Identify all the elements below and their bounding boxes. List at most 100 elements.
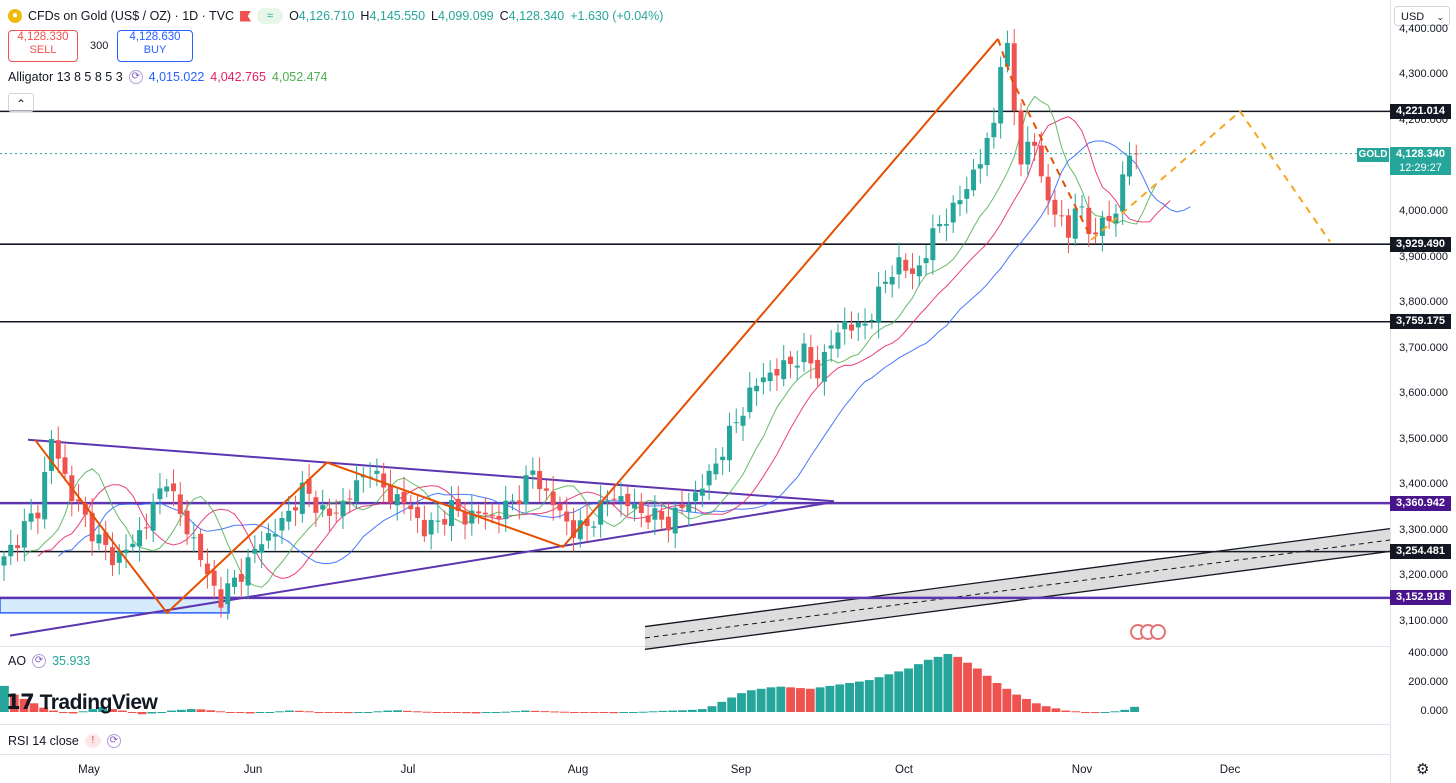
time-axis-label: Aug	[567, 764, 589, 776]
ao-label[interactable]: AO	[8, 654, 27, 668]
candle-body	[523, 475, 529, 505]
candle-body	[496, 515, 502, 519]
ao-bar	[19, 698, 29, 712]
level-price-tag: 3,152.918	[1390, 590, 1451, 606]
candle-body	[950, 202, 956, 223]
candle-body	[326, 508, 332, 516]
candle-body	[435, 520, 441, 522]
wave-badge-icon[interactable]: ≈	[257, 8, 284, 24]
level-price-tag: 4,221.014	[1390, 103, 1451, 119]
ao-bar	[904, 668, 913, 712]
candle-body	[923, 258, 929, 264]
candle-body	[1106, 215, 1112, 222]
ao-bar	[1090, 712, 1100, 713]
ao-bar	[49, 710, 58, 712]
triangle-upper-line[interactable]	[27, 438, 835, 503]
currency-select[interactable]: USD ⌄	[1394, 6, 1450, 26]
ao-bar	[707, 706, 717, 712]
channel-upper-line[interactable]	[644, 527, 1391, 628]
candle-body	[672, 507, 678, 534]
ao-bar	[1041, 706, 1051, 712]
gold-symbol-tag: GOLD	[1357, 148, 1389, 162]
ao-bar	[1071, 711, 1081, 713]
triangle-pattern[interactable]	[9, 438, 835, 637]
rsi-legend[interactable]: RSI 14 close ! ⟳	[8, 734, 121, 748]
ao-bar	[235, 712, 245, 713]
ao-bar	[196, 709, 206, 712]
price-axis-label: 3,600.000	[1399, 387, 1448, 400]
rsi-label[interactable]: RSI 14 close	[8, 734, 79, 748]
candle-body	[103, 532, 109, 545]
ao-bar	[1110, 711, 1120, 713]
ao-bar	[520, 710, 530, 712]
candle-body	[15, 545, 21, 549]
ao-bar	[1051, 708, 1061, 712]
ohlc-high: H4,145.550	[360, 9, 426, 23]
candle-body	[157, 488, 163, 500]
price-axis-label: 3,200.000	[1399, 569, 1448, 582]
buy-button[interactable]: 4,128.630 BUY	[117, 30, 193, 62]
ao-bar	[58, 712, 68, 713]
candle-body	[1052, 199, 1058, 215]
loading-icon: ⟳	[128, 70, 143, 84]
ao-bar	[216, 711, 226, 713]
ao-value: 35.933	[52, 654, 91, 668]
candle-body	[1086, 207, 1092, 234]
ao-bar	[540, 711, 550, 713]
candle-body	[191, 537, 197, 539]
candle-body	[998, 67, 1004, 124]
flag-icon[interactable]	[240, 10, 252, 22]
candle-body	[259, 544, 265, 553]
candle-body	[930, 228, 936, 261]
level-price-tag: 3,360.942	[1390, 495, 1451, 511]
ohlc-close: C4,128.340	[499, 9, 565, 23]
ao-bar	[1061, 710, 1071, 712]
ao-bar	[805, 688, 815, 712]
ao-bar	[481, 712, 491, 713]
candle-body	[625, 493, 631, 507]
zigzag-drawing[interactable]	[34, 38, 1331, 615]
candle-body	[842, 321, 848, 330]
settings-gear-icon[interactable]: ⚙	[1416, 761, 1430, 778]
warning-icon[interactable]: !	[84, 734, 101, 748]
zigzag-dashed-line[interactable]	[997, 38, 1093, 240]
candle-body	[232, 577, 238, 587]
candle-body	[747, 387, 753, 413]
sell-button[interactable]: 4,128.330 SELL	[8, 30, 78, 62]
symbol-title[interactable]: CFDs on Gold (US$ / OZ) · 1D · TVC	[28, 9, 235, 23]
candle-body	[571, 520, 577, 538]
us-flag-icon[interactable]	[1150, 624, 1166, 640]
candle-body	[679, 504, 685, 509]
alligator-jaw-line	[57, 140, 1191, 564]
ao-legend[interactable]: AO ⟳ 35.933	[8, 654, 90, 668]
candle-body	[489, 514, 495, 517]
alligator-label[interactable]: Alligator 13 8 5 8 5 3	[8, 70, 123, 84]
candle-body	[415, 507, 421, 519]
projection-dashed-line[interactable]	[1091, 109, 1331, 243]
triangle-lower-line[interactable]	[9, 501, 831, 637]
channel-lower-line[interactable]	[644, 550, 1391, 650]
zigzag-line[interactable]	[34, 38, 999, 615]
candle-body	[354, 480, 360, 502]
ao-bar	[913, 664, 923, 712]
time-axis-label: Nov	[1071, 764, 1093, 776]
alligator-teeth-value: 4,042.765	[210, 70, 266, 84]
tradingview-logo[interactable]: 𝟭𝟳 TradingView	[6, 691, 158, 714]
event-markers[interactable]	[1130, 624, 1166, 640]
ao-bar	[245, 712, 255, 714]
collapse-legend-button[interactable]: ⌃	[8, 93, 34, 112]
candle-body	[143, 527, 149, 529]
ao-bar	[0, 685, 9, 712]
level-price-tag: 3,759.175	[1390, 314, 1451, 330]
horizontal-levels[interactable]	[0, 110, 1390, 600]
ao-bar	[963, 662, 972, 712]
symbol-legend[interactable]: ● CFDs on Gold (US$ / OZ) · 1D · TVC ≈ O…	[8, 8, 663, 24]
candle-body	[767, 372, 773, 382]
level-price-tag: 3,254.481	[1390, 544, 1451, 560]
time-axis-label: Jul	[400, 764, 416, 776]
ascending-channel[interactable]	[644, 527, 1391, 650]
alligator-legend[interactable]: Alligator 13 8 5 8 5 3 ⟳ 4,015.022 4,042…	[8, 70, 328, 84]
channel-fill[interactable]	[645, 528, 1390, 650]
ao-bar	[737, 693, 746, 712]
